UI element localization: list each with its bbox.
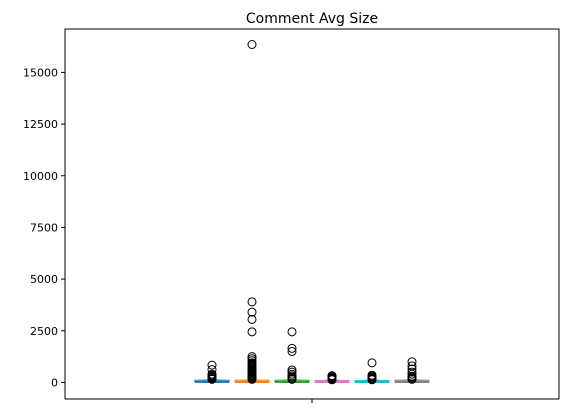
y-tick-label: 0 [51, 376, 58, 389]
outlier-point [287, 343, 297, 353]
outlier-point [407, 367, 417, 377]
outlier-point [287, 367, 297, 377]
outlier-point [247, 307, 257, 317]
outlier-point [247, 354, 257, 364]
outlier-point [367, 370, 377, 380]
outlier-point [247, 358, 257, 368]
y-tick-label: 10000 [23, 170, 58, 183]
outlier-point [207, 369, 217, 379]
outlier-point [287, 369, 297, 379]
outlier-point [247, 327, 257, 337]
outlier-point [287, 365, 297, 375]
outlier-point [407, 357, 417, 367]
y-tick-label: 7500 [30, 221, 58, 234]
outlier-point [407, 371, 417, 381]
outlier-point [247, 40, 257, 50]
y-tick-label: 15000 [23, 66, 58, 79]
box-series-1 [194, 360, 230, 384]
outlier-point [407, 361, 417, 371]
y-tick-label: 12500 [23, 118, 58, 131]
outlier-point [247, 356, 257, 366]
chart-title: Comment Avg Size [246, 11, 378, 27]
box-series-6 [394, 357, 430, 384]
box-series-2 [234, 40, 270, 384]
y-axis: 0 2500 5000 7500 10000 12500 15000 [23, 66, 65, 389]
outlier-point [247, 352, 257, 362]
box-series-4 [314, 371, 350, 385]
outlier-point [207, 365, 217, 375]
outlier-point [287, 346, 297, 356]
outlier-point [287, 327, 297, 337]
outlier-point [327, 371, 337, 381]
outlier-point [207, 360, 217, 370]
box-series-5 [354, 358, 390, 385]
y-tick-label: 2500 [30, 325, 58, 338]
y-tick-label: 5000 [30, 273, 58, 286]
outlier-point [247, 297, 257, 307]
outlier-point [407, 364, 417, 374]
plot-frame [64, 28, 560, 400]
box-series-3 [274, 327, 310, 384]
outlier-point [247, 314, 257, 324]
outlier-point [367, 358, 377, 368]
box-series-group [194, 40, 430, 385]
